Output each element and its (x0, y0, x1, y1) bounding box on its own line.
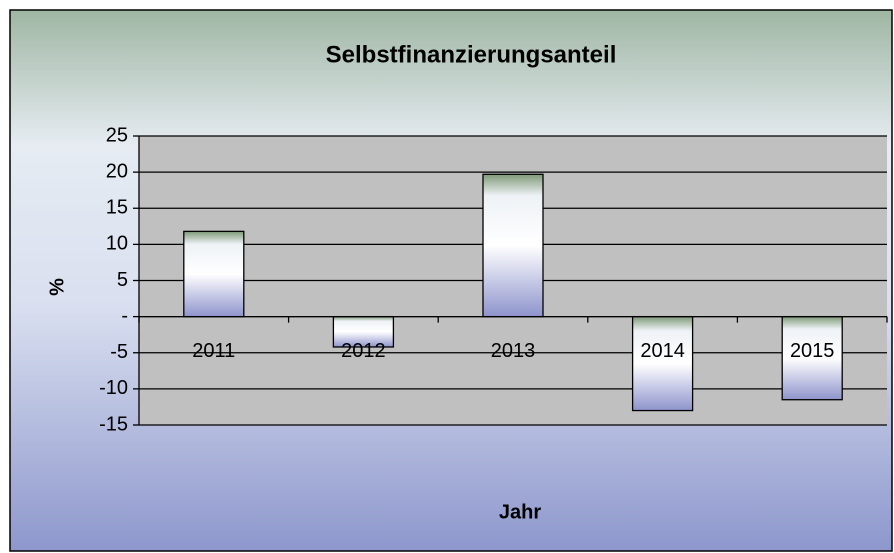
y-tick-label: 20 (106, 160, 128, 182)
x-tick-label: 2014 (640, 340, 685, 362)
bar (482, 173, 544, 318)
bar (631, 315, 694, 412)
y-tick-label: - (121, 305, 128, 327)
chart-title: Selbstfinanzierungsanteil (326, 41, 617, 68)
x-axis-label: Jahr (499, 501, 541, 523)
y-axis-label: % (46, 278, 68, 296)
x-tick-label: 2011 (192, 340, 235, 362)
y-tick-label: 10 (106, 233, 128, 255)
bar (183, 230, 245, 318)
x-tick-label: 2015 (790, 340, 835, 362)
y-tick-label: -10 (99, 377, 128, 399)
bar (781, 315, 843, 401)
y-tick-label: 15 (106, 197, 128, 219)
y-tick-label: 25 (106, 124, 128, 146)
y-tick-label: -5 (110, 341, 128, 363)
y-tick-label: 5 (117, 269, 128, 291)
x-tick-label: 2013 (491, 340, 536, 362)
x-tick-label: 2012 (341, 340, 386, 362)
y-tick-label: -15 (99, 413, 128, 435)
